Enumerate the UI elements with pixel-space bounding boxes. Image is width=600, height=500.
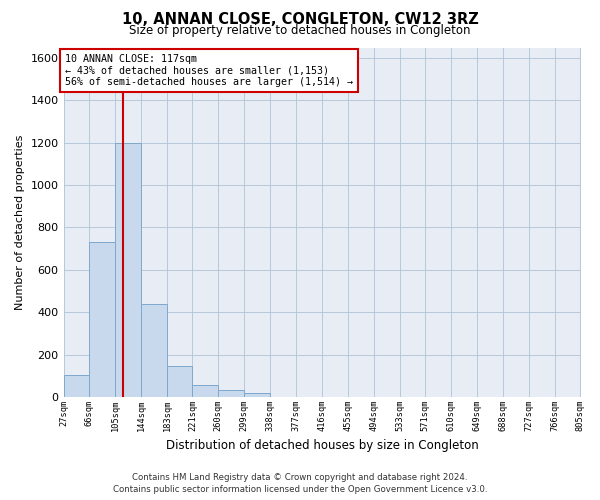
Text: Contains HM Land Registry data © Crown copyright and database right 2024.
Contai: Contains HM Land Registry data © Crown c… bbox=[113, 472, 487, 494]
Text: 10 ANNAN CLOSE: 117sqm
← 43% of detached houses are smaller (1,153)
56% of semi-: 10 ANNAN CLOSE: 117sqm ← 43% of detached… bbox=[65, 54, 353, 87]
Bar bbox=[115, 143, 141, 397]
Bar bbox=[218, 390, 244, 397]
Text: Size of property relative to detached houses in Congleton: Size of property relative to detached ho… bbox=[129, 24, 471, 37]
Bar bbox=[167, 366, 193, 397]
Bar bbox=[64, 374, 89, 397]
Bar bbox=[89, 242, 115, 397]
Y-axis label: Number of detached properties: Number of detached properties bbox=[15, 134, 25, 310]
Bar bbox=[193, 385, 218, 397]
Bar bbox=[244, 393, 270, 397]
Bar bbox=[141, 304, 167, 397]
Text: 10, ANNAN CLOSE, CONGLETON, CW12 3RZ: 10, ANNAN CLOSE, CONGLETON, CW12 3RZ bbox=[122, 12, 478, 28]
X-axis label: Distribution of detached houses by size in Congleton: Distribution of detached houses by size … bbox=[166, 440, 478, 452]
